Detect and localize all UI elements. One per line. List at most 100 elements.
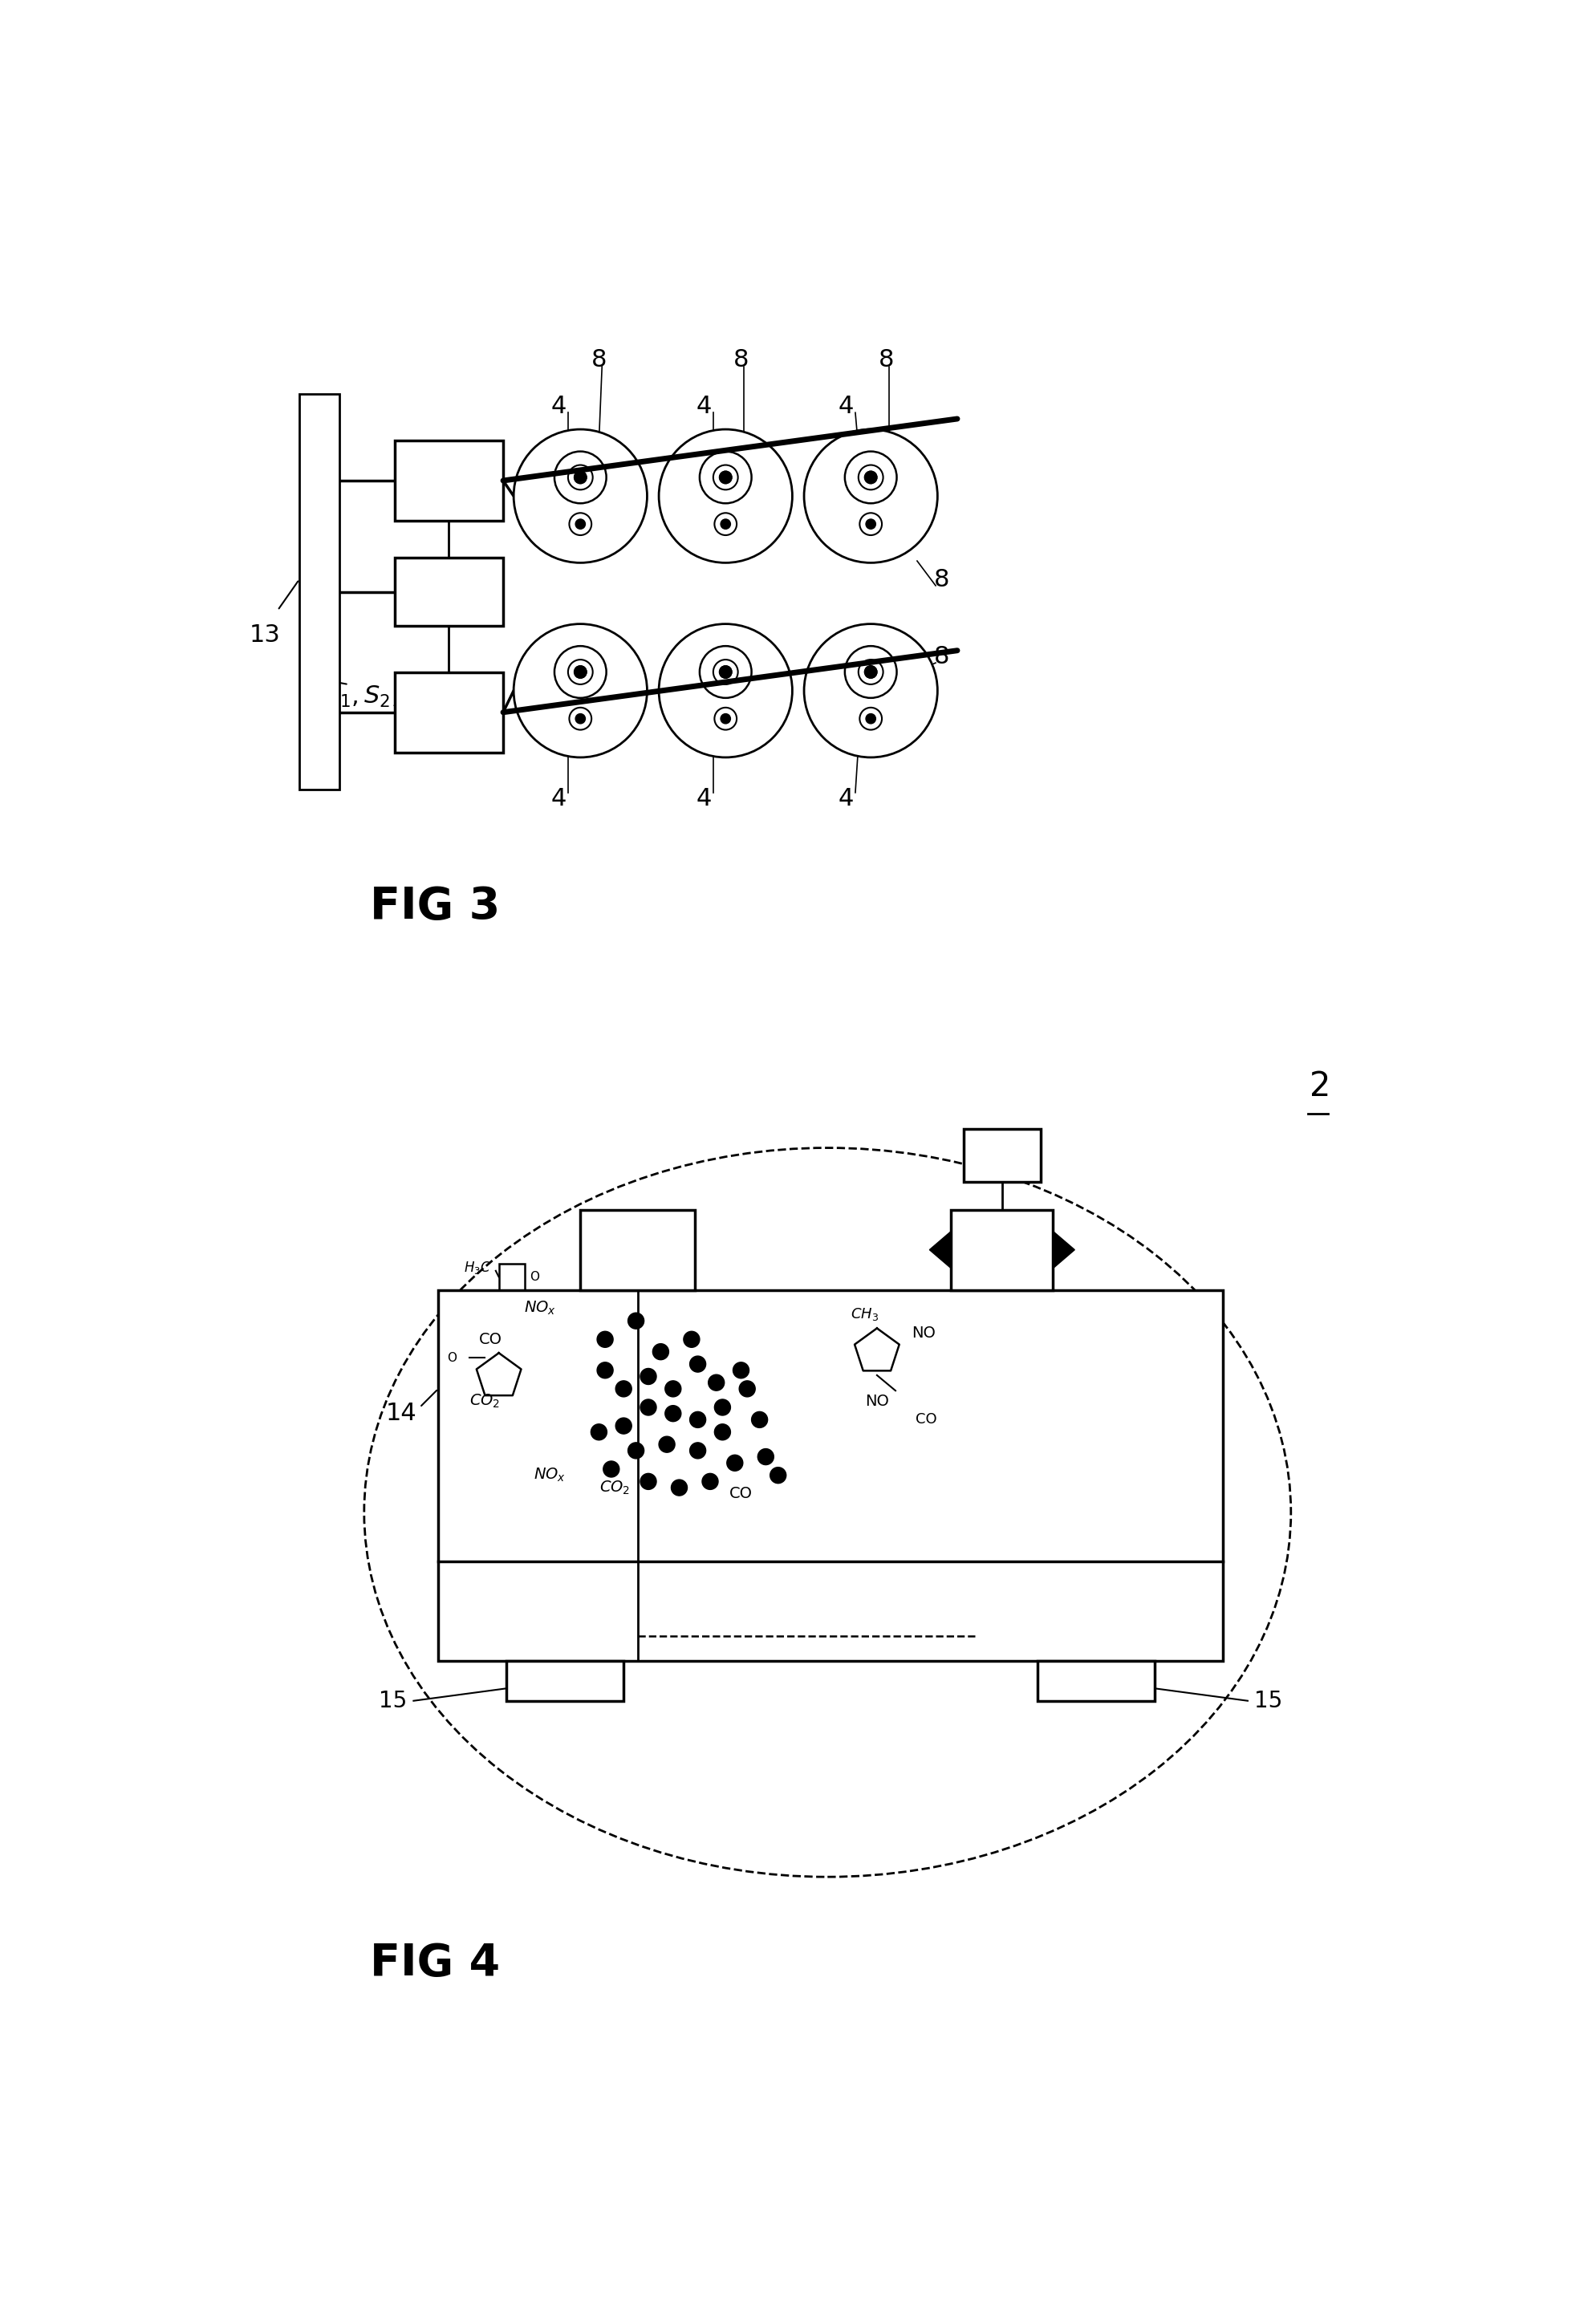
Circle shape bbox=[689, 1411, 705, 1427]
Circle shape bbox=[720, 666, 731, 678]
Text: 15: 15 bbox=[380, 1690, 407, 1711]
Text: 14: 14 bbox=[386, 1402, 417, 1425]
Text: CO: CO bbox=[479, 1333, 503, 1347]
Bar bbox=[964, 1130, 1041, 1183]
Text: $CO_2$: $CO_2$ bbox=[469, 1393, 500, 1409]
Circle shape bbox=[721, 715, 731, 724]
Circle shape bbox=[616, 1381, 632, 1397]
Text: O: O bbox=[530, 1271, 539, 1282]
Text: 8: 8 bbox=[733, 348, 749, 371]
Bar bbox=[1037, 1660, 1156, 1702]
Circle shape bbox=[653, 1344, 669, 1361]
Circle shape bbox=[672, 1480, 688, 1497]
Circle shape bbox=[627, 1312, 645, 1328]
Circle shape bbox=[575, 666, 587, 678]
Circle shape bbox=[554, 452, 606, 503]
Circle shape bbox=[640, 1400, 656, 1416]
Text: 13: 13 bbox=[249, 623, 281, 646]
Circle shape bbox=[659, 625, 792, 756]
Circle shape bbox=[666, 1381, 681, 1397]
Circle shape bbox=[683, 1331, 699, 1347]
Circle shape bbox=[715, 708, 737, 729]
Circle shape bbox=[715, 1400, 731, 1416]
Circle shape bbox=[752, 1411, 768, 1427]
Text: $NO_x$: $NO_x$ bbox=[523, 1301, 557, 1317]
Text: 15: 15 bbox=[1254, 1690, 1282, 1711]
Text: 4: 4 bbox=[696, 786, 712, 809]
Text: 4: 4 bbox=[551, 786, 567, 809]
Text: CO: CO bbox=[729, 1485, 753, 1501]
Text: 12: 12 bbox=[429, 699, 469, 726]
Circle shape bbox=[640, 1474, 656, 1490]
Polygon shape bbox=[929, 1231, 951, 1268]
Bar bbox=[506, 1660, 624, 1702]
Text: 8: 8 bbox=[627, 1234, 648, 1266]
Text: FIG 3: FIG 3 bbox=[370, 886, 501, 929]
Text: CO: CO bbox=[916, 1414, 937, 1427]
Circle shape bbox=[721, 519, 731, 528]
Text: 2: 2 bbox=[1309, 1070, 1331, 1102]
Circle shape bbox=[640, 1367, 656, 1384]
Text: $CH_3$: $CH_3$ bbox=[851, 1308, 879, 1324]
Text: 4: 4 bbox=[991, 1234, 1013, 1266]
Text: 16: 16 bbox=[985, 1144, 1020, 1167]
Circle shape bbox=[860, 708, 883, 729]
Circle shape bbox=[570, 708, 592, 729]
Circle shape bbox=[554, 646, 606, 699]
Bar bbox=[396, 440, 503, 521]
Text: 8: 8 bbox=[878, 348, 894, 371]
Circle shape bbox=[627, 1444, 645, 1460]
Circle shape bbox=[575, 470, 587, 484]
Circle shape bbox=[659, 429, 792, 563]
Text: NO: NO bbox=[911, 1326, 935, 1340]
Circle shape bbox=[865, 470, 876, 484]
Bar bbox=[396, 558, 503, 625]
Text: NO: NO bbox=[865, 1393, 889, 1409]
Circle shape bbox=[713, 660, 737, 685]
Circle shape bbox=[865, 666, 876, 678]
Circle shape bbox=[514, 429, 646, 563]
Circle shape bbox=[575, 666, 587, 678]
Text: $H_3C$: $H_3C$ bbox=[463, 1259, 492, 1275]
Circle shape bbox=[739, 1381, 755, 1397]
Text: $CO_2$: $CO_2$ bbox=[598, 1478, 630, 1497]
Circle shape bbox=[689, 1444, 705, 1460]
Circle shape bbox=[715, 512, 737, 535]
Text: $NO_x$: $NO_x$ bbox=[533, 1467, 565, 1483]
Bar bbox=[300, 394, 340, 789]
Bar bbox=[396, 671, 503, 752]
Circle shape bbox=[591, 1425, 606, 1439]
Circle shape bbox=[597, 1331, 613, 1347]
Text: 12: 12 bbox=[429, 466, 469, 493]
Text: 8: 8 bbox=[591, 348, 606, 371]
Circle shape bbox=[603, 1462, 619, 1478]
Circle shape bbox=[865, 470, 876, 484]
Circle shape bbox=[867, 715, 876, 724]
Bar bbox=[439, 1289, 1223, 1660]
Circle shape bbox=[699, 646, 752, 699]
Circle shape bbox=[702, 1474, 718, 1490]
Circle shape bbox=[570, 512, 592, 535]
Text: O: O bbox=[447, 1351, 456, 1363]
Circle shape bbox=[726, 1455, 742, 1471]
Text: 4: 4 bbox=[838, 786, 854, 809]
Circle shape bbox=[720, 666, 731, 678]
Text: 8: 8 bbox=[934, 567, 950, 590]
Circle shape bbox=[568, 660, 592, 685]
Circle shape bbox=[666, 1404, 681, 1420]
Circle shape bbox=[616, 1418, 632, 1434]
Circle shape bbox=[733, 1363, 749, 1379]
Circle shape bbox=[713, 466, 737, 489]
Circle shape bbox=[659, 1437, 675, 1453]
Circle shape bbox=[699, 452, 752, 503]
Polygon shape bbox=[1053, 1231, 1074, 1268]
Text: 5: 5 bbox=[439, 579, 460, 606]
Circle shape bbox=[859, 466, 883, 489]
Text: 8: 8 bbox=[934, 646, 950, 669]
Circle shape bbox=[844, 452, 897, 503]
Text: $S_1, S_2, S_3$: $S_1, S_2, S_3$ bbox=[324, 685, 429, 710]
Circle shape bbox=[576, 519, 586, 528]
Circle shape bbox=[860, 512, 883, 535]
Circle shape bbox=[597, 1363, 613, 1379]
Text: 4: 4 bbox=[551, 394, 567, 417]
